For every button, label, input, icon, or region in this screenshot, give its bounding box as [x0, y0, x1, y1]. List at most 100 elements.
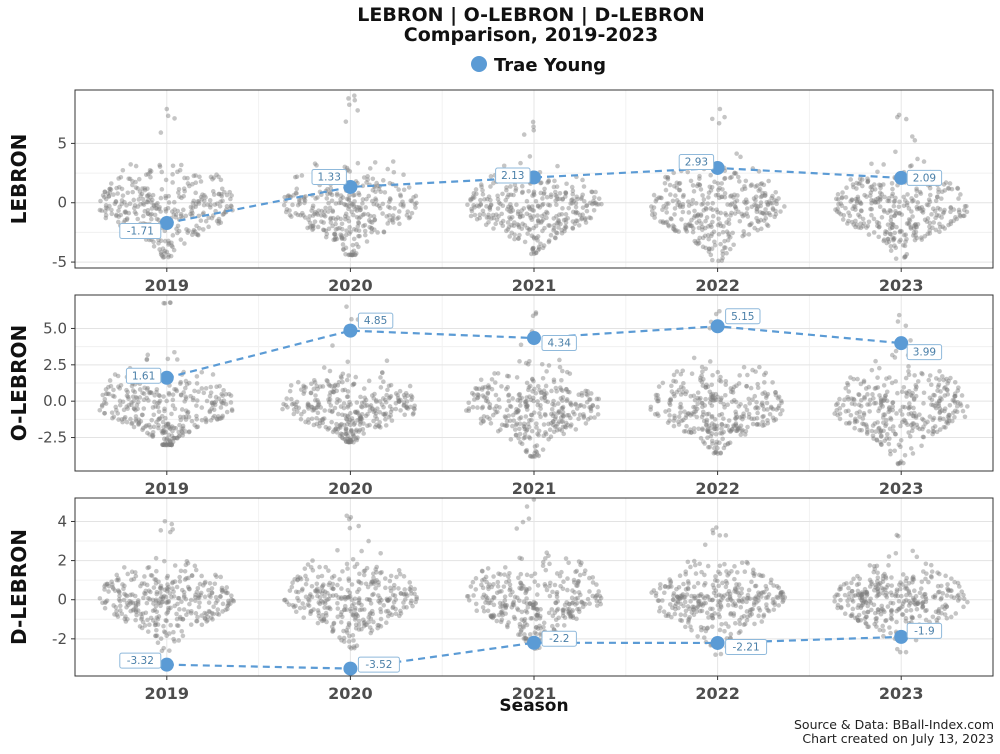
league-point: [688, 599, 693, 604]
league-point: [913, 138, 918, 143]
league-point: [584, 203, 589, 208]
league-point: [348, 526, 353, 531]
league-point: [402, 587, 407, 592]
league-point: [366, 615, 371, 620]
value-label: 2.13: [501, 170, 524, 182]
league-point: [390, 613, 395, 618]
league-point: [743, 622, 748, 627]
league-point: [497, 613, 502, 618]
league-point: [710, 201, 715, 206]
league-point: [924, 618, 929, 623]
league-point: [699, 570, 704, 575]
league-point: [561, 579, 566, 584]
league-point: [482, 609, 487, 614]
league-point: [212, 192, 217, 197]
league-point: [694, 409, 699, 414]
league-point: [582, 184, 587, 189]
league-point: [383, 576, 388, 581]
league-point: [474, 608, 479, 613]
league-point: [129, 578, 134, 583]
league-point: [953, 611, 958, 616]
league-point: [663, 409, 668, 414]
league-point: [152, 577, 157, 582]
league-point: [335, 615, 340, 620]
league-point: [718, 242, 723, 247]
league-point: [549, 389, 554, 394]
league-point: [570, 192, 575, 197]
league-point: [345, 395, 350, 400]
league-point: [735, 198, 740, 203]
league-point: [912, 588, 917, 593]
league-point: [172, 604, 177, 609]
league-point: [359, 416, 364, 421]
league-point: [725, 573, 730, 578]
league-point: [230, 407, 235, 412]
league-point: [917, 614, 922, 619]
league-point: [176, 224, 181, 229]
league-point: [873, 359, 878, 364]
league-point: [347, 225, 352, 230]
league-point: [141, 620, 146, 625]
league-point: [881, 239, 886, 244]
value-label: 5.15: [731, 311, 754, 323]
league-point: [102, 411, 107, 416]
league-point: [131, 388, 136, 393]
league-point: [527, 205, 532, 210]
league-point: [313, 161, 318, 166]
league-point: [580, 391, 585, 396]
league-point: [397, 222, 402, 227]
league-point: [879, 442, 884, 447]
league-point: [524, 587, 529, 592]
league-point: [846, 603, 851, 608]
league-point: [229, 204, 234, 209]
league-point: [164, 178, 169, 183]
league-point: [224, 591, 229, 596]
league-point: [722, 629, 727, 634]
league-point: [701, 208, 706, 213]
league-point: [892, 231, 897, 236]
league-point: [896, 462, 901, 467]
league-point: [741, 229, 746, 234]
league-point: [673, 379, 678, 384]
league-point: [903, 254, 908, 259]
league-point: [888, 449, 893, 454]
league-point: [909, 196, 914, 201]
league-point: [200, 197, 205, 202]
league-point: [287, 602, 292, 607]
league-point: [290, 203, 295, 208]
league-point: [897, 239, 902, 244]
league-point: [676, 606, 681, 611]
league-point: [374, 398, 379, 403]
league-point: [903, 239, 908, 244]
league-point: [507, 234, 512, 239]
league-point: [224, 585, 229, 590]
league-point: [742, 213, 747, 218]
league-point: [145, 601, 150, 606]
league-point: [543, 568, 548, 573]
league-point: [168, 606, 173, 611]
league-point: [705, 201, 710, 206]
league-point: [116, 588, 121, 593]
league-point: [679, 392, 684, 397]
league-point: [961, 409, 966, 414]
league-point: [676, 419, 681, 424]
league-point: [195, 381, 200, 386]
league-point: [948, 376, 953, 381]
league-point: [885, 230, 890, 235]
league-point: [370, 199, 375, 204]
league-point: [331, 621, 336, 626]
league-point: [596, 412, 601, 417]
league-point: [308, 594, 313, 599]
league-point: [574, 201, 579, 206]
league-point: [724, 569, 729, 574]
league-point: [327, 408, 332, 413]
league-point: [942, 425, 947, 430]
league-point: [146, 208, 151, 213]
league-point: [348, 169, 353, 174]
league-point: [703, 601, 708, 606]
league-point: [405, 209, 410, 214]
league-point: [505, 423, 510, 428]
league-point: [409, 591, 414, 596]
league-point: [142, 574, 147, 579]
y-axis-label: O-LEBRON: [7, 325, 31, 441]
